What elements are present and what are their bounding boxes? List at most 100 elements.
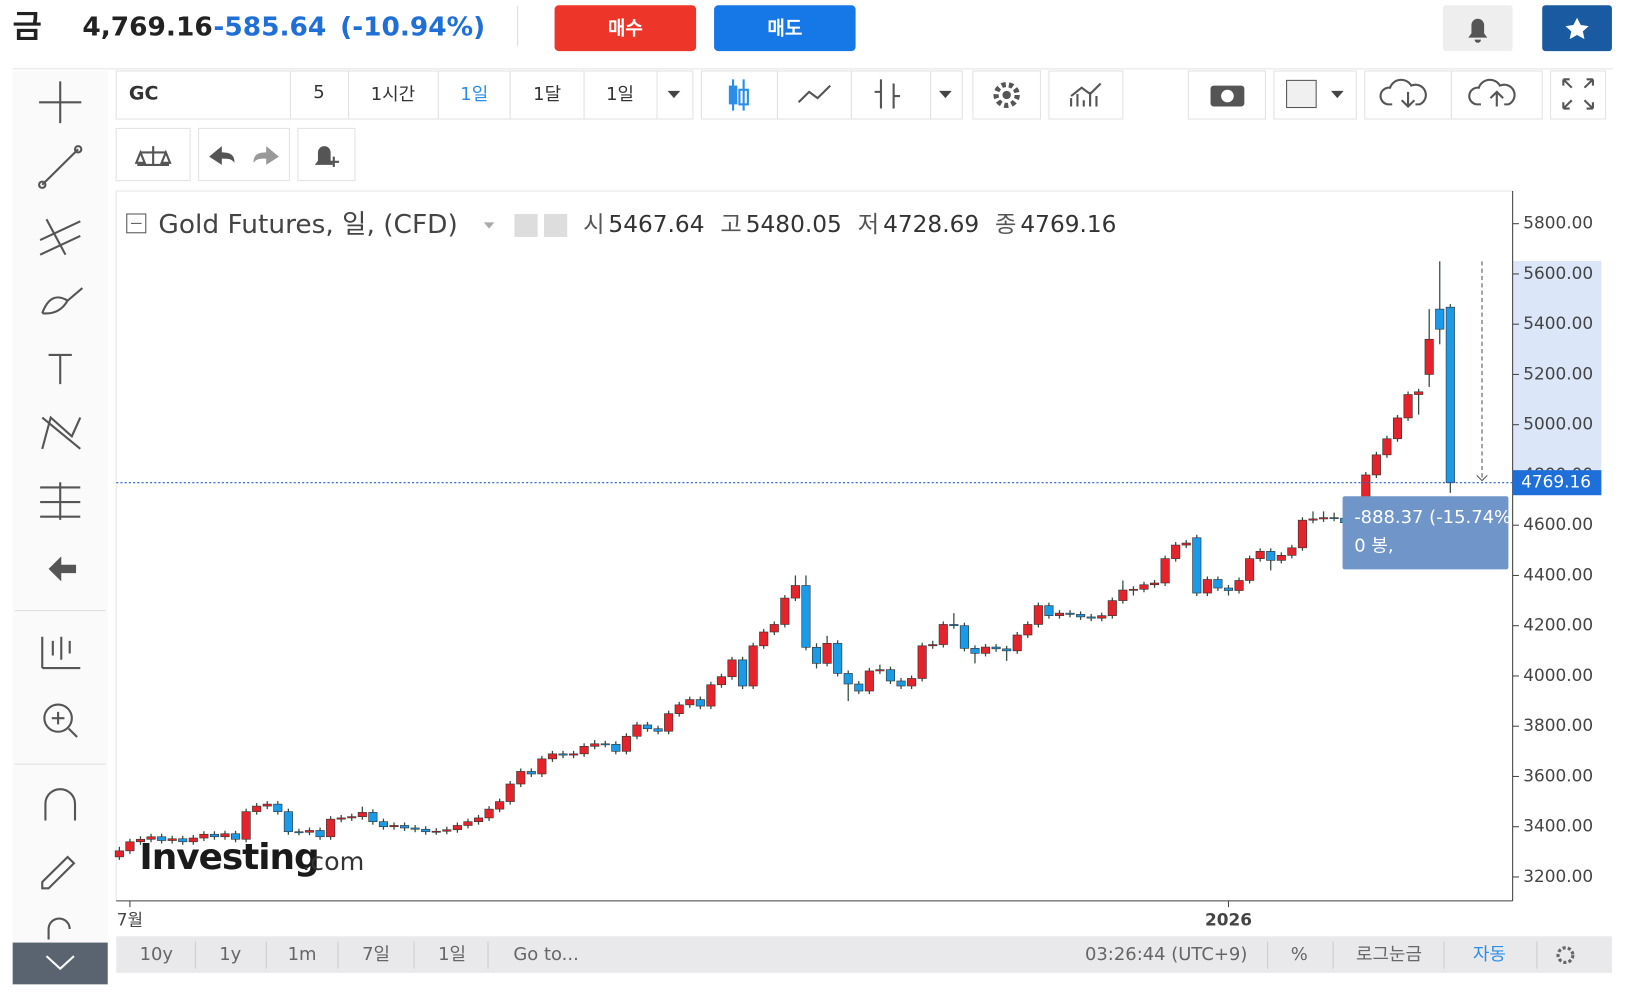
sidebar-collapse[interactable]	[12, 942, 108, 985]
ohlc-value: 4728.69	[883, 212, 979, 238]
watermark-suffix: .com	[302, 847, 364, 876]
candle-body	[1223, 587, 1234, 591]
candle-body	[1435, 308, 1445, 330]
interval-button[interactable]	[509, 70, 585, 120]
settings-gear[interactable]	[1556, 946, 1575, 964]
candle-body	[949, 624, 959, 627]
interval-button[interactable]	[437, 70, 511, 120]
change: -585.64	[213, 13, 326, 43]
candle-body	[716, 676, 727, 686]
candle-body	[1033, 605, 1043, 625]
y-tick-label: 3600.00	[1523, 766, 1593, 786]
ohlc-label: 고	[720, 212, 741, 238]
candle-body	[1445, 306, 1455, 484]
candle-body	[1245, 558, 1255, 581]
symbol-box[interactable]	[115, 70, 292, 120]
interval-button[interactable]	[583, 70, 658, 120]
interval-label[interactable]: 1시간	[371, 84, 415, 105]
range-button[interactable]: 7일	[362, 944, 390, 965]
candle-body	[188, 837, 198, 843]
interval-label[interactable]: 1일	[606, 84, 634, 105]
candle-body	[199, 833, 209, 839]
interval-label[interactable]: 5	[313, 82, 324, 103]
interval-button[interactable]	[348, 70, 439, 120]
toolbar-row-2[interactable]	[115, 127, 356, 182]
range-button[interactable]: 10y	[140, 944, 174, 965]
candle-body	[231, 833, 241, 840]
price-tag-label: 4769.16	[1521, 472, 1591, 492]
candle-body	[970, 648, 980, 654]
y-tick-label: 4000.00	[1523, 665, 1593, 685]
candle-body	[769, 624, 779, 633]
candle-body	[1012, 634, 1022, 652]
interval-button[interactable]	[289, 70, 350, 120]
ohlc-value: 5467.64	[608, 212, 704, 238]
candle-body	[273, 803, 283, 812]
candle-body	[1002, 648, 1012, 652]
y-tick-label: 5400.00	[1523, 313, 1593, 333]
candle-body	[1150, 582, 1160, 586]
eye-icon[interactable]	[514, 213, 538, 237]
range-button[interactable]: 1일	[438, 944, 466, 965]
candle-body	[304, 830, 315, 833]
buy-label[interactable]: 매수	[608, 18, 643, 40]
candle-body	[1171, 544, 1181, 559]
measure-box	[1342, 496, 1509, 570]
bottom-bar	[116, 936, 1612, 973]
candle-body	[685, 699, 695, 706]
log-toggle[interactable]: 로그눈금	[1356, 944, 1422, 965]
x-tick-label: 7월	[117, 910, 143, 930]
candle-body	[875, 669, 885, 672]
sell-label[interactable]: 매도	[767, 18, 802, 40]
candle-body	[1329, 517, 1339, 520]
sidebar	[12, 70, 108, 985]
candle-body	[495, 801, 505, 810]
toolbar-icons[interactable]	[700, 70, 1607, 120]
interval-label[interactable]: 1일	[460, 84, 488, 105]
buy-button[interactable]	[554, 5, 697, 52]
candle-body	[336, 817, 346, 820]
candle-body	[885, 669, 896, 682]
candle-body	[1107, 600, 1117, 616]
symbol: 금	[13, 9, 42, 45]
candle-body	[1276, 555, 1286, 561]
candle-body	[357, 812, 367, 817]
collapse-icon[interactable]	[126, 213, 147, 234]
goto-button[interactable]: Go to...	[513, 944, 578, 965]
candle-body	[252, 805, 262, 812]
candle-body	[790, 585, 800, 599]
settings-icon[interactable]	[544, 213, 568, 237]
candle-body	[294, 831, 304, 834]
candle-body	[400, 825, 410, 829]
sell-button[interactable]	[714, 5, 856, 52]
candle-body	[1065, 612, 1075, 615]
candle-body	[452, 825, 462, 831]
candle-body	[980, 646, 991, 654]
candle-body	[1266, 551, 1276, 561]
candle-body	[695, 699, 705, 707]
candle-body	[579, 745, 589, 755]
interval-label[interactable]: 1달	[533, 84, 561, 105]
candle-body	[1023, 624, 1033, 636]
price: 4,769.16	[82, 13, 212, 43]
candle-body	[442, 829, 452, 832]
range-button[interactable]: 1m	[288, 944, 317, 965]
candle-body	[1297, 519, 1307, 549]
range-button[interactable]: 1y	[219, 944, 241, 965]
auto-toggle[interactable]: 자동	[1473, 944, 1506, 965]
candle-body	[421, 828, 431, 833]
candle-body	[1382, 438, 1392, 456]
candle-body	[611, 743, 621, 752]
change-pct: (-10.94%)	[340, 13, 485, 43]
candle-body	[907, 678, 917, 687]
sidebar-tools[interactable]	[14, 81, 106, 940]
percent-toggle[interactable]: %	[1291, 944, 1308, 965]
candle-body	[220, 833, 230, 838]
candle-body	[748, 645, 758, 687]
candle-body	[938, 624, 948, 645]
candle-body	[1234, 580, 1244, 591]
candle-body	[125, 841, 135, 852]
candle-body	[484, 808, 494, 819]
candle-body	[368, 812, 378, 823]
